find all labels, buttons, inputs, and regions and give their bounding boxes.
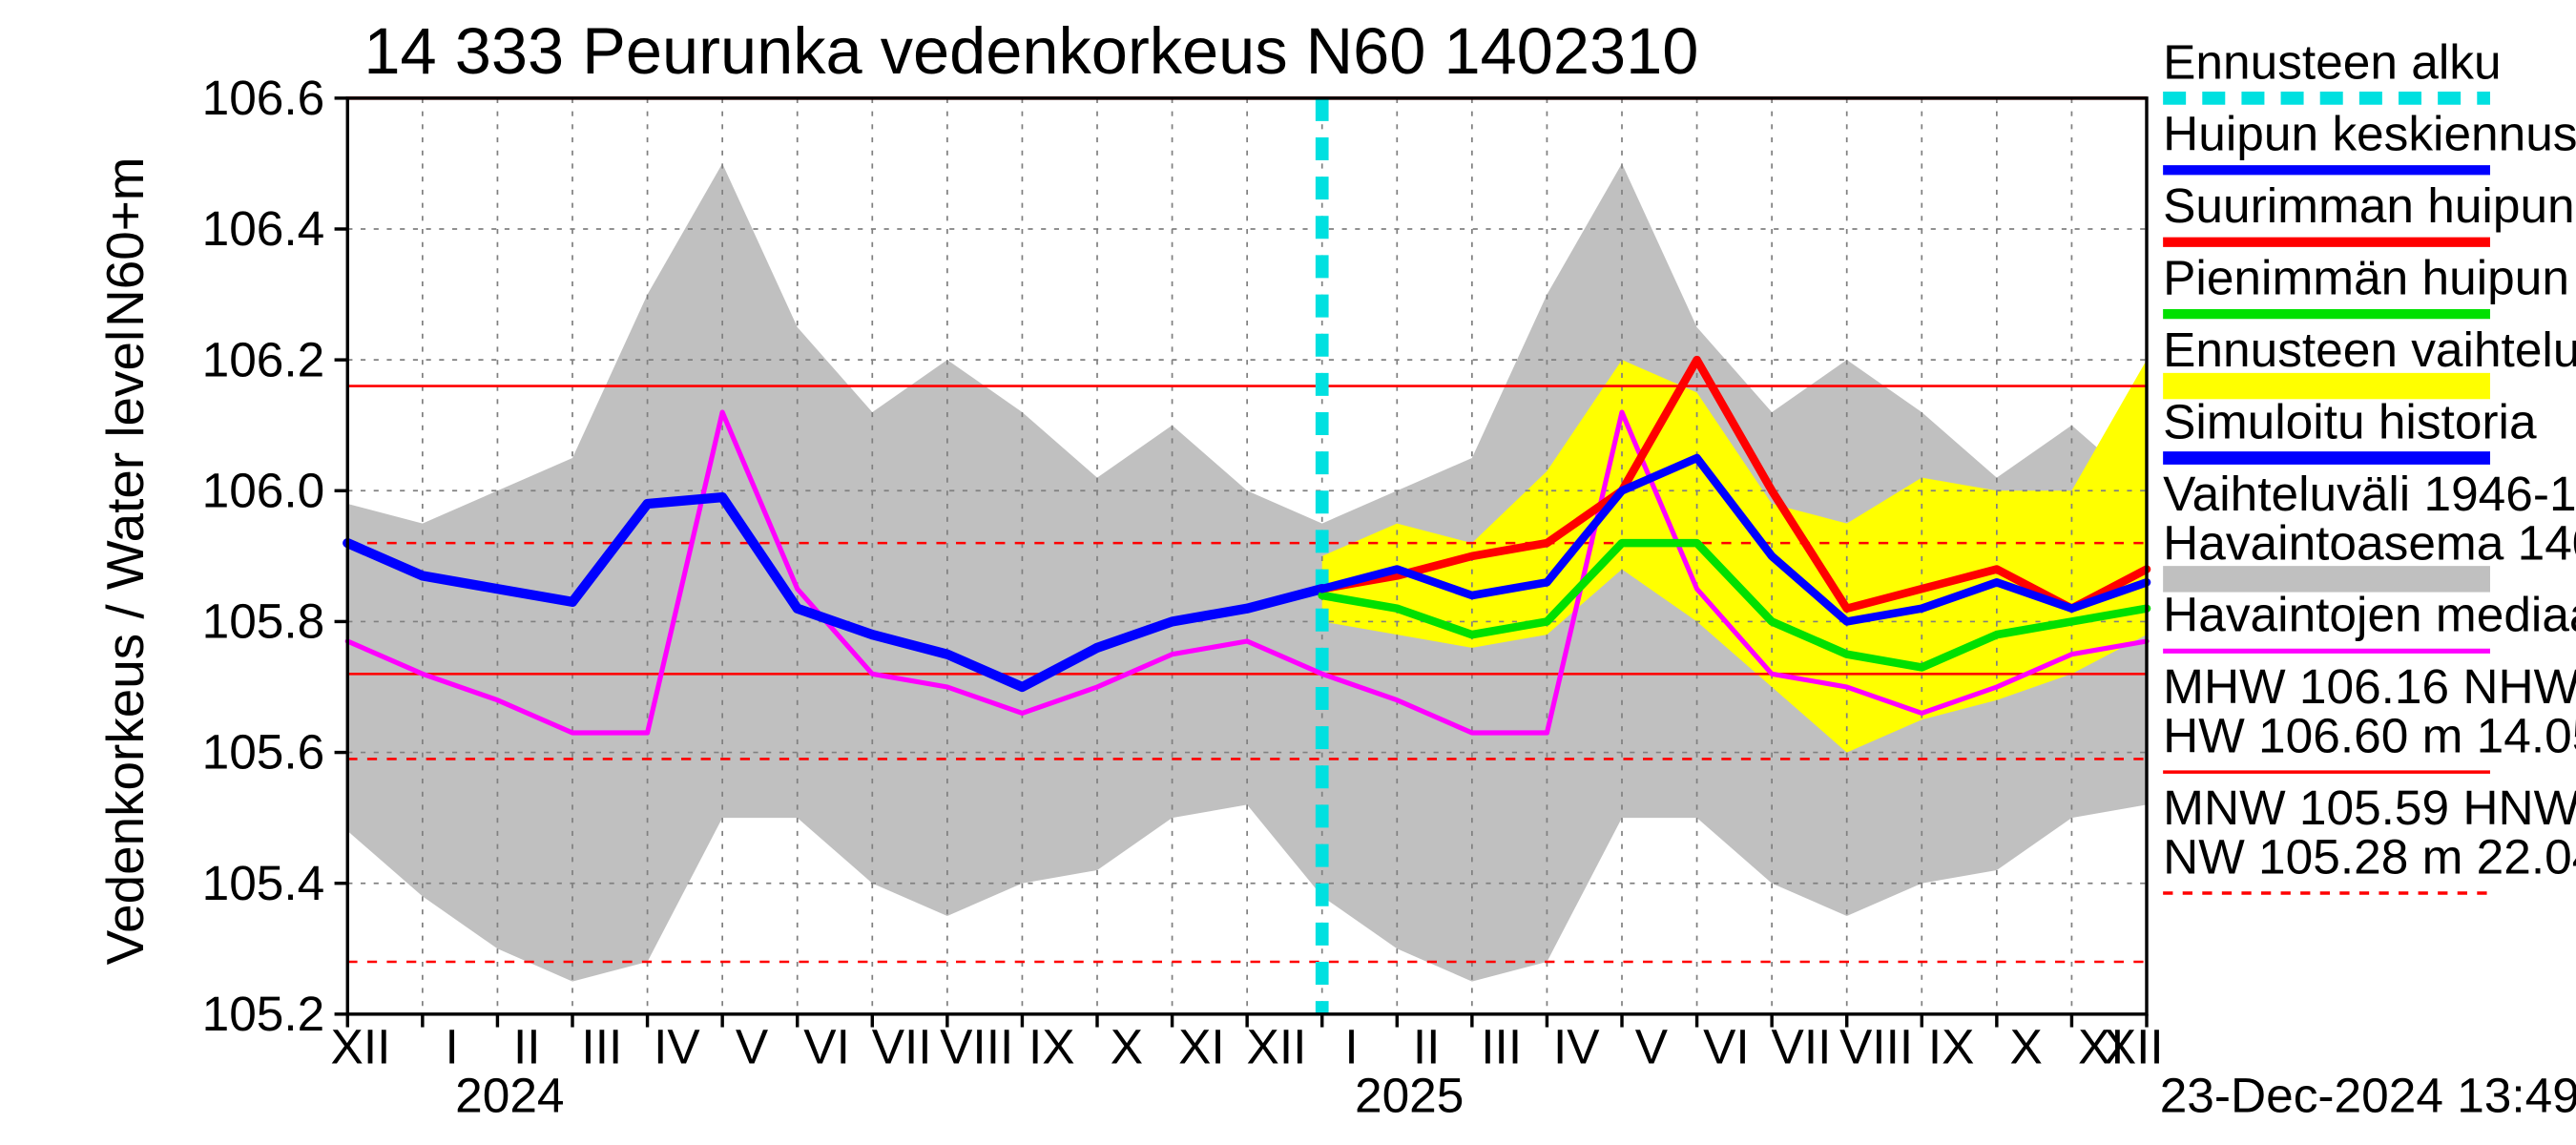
xtick-month: IX [1028,1018,1075,1073]
legend-label: HW 106.60 m 14.05.1988 [2163,708,2576,763]
xtick-month: V [1635,1018,1669,1073]
xtick-month: II [513,1018,541,1073]
xtick-month: VII [1772,1018,1832,1073]
ytick-label: 105.8 [202,593,325,649]
xtick-month: XII [1247,1018,1307,1073]
chart-footer: 23-Dec-2024 13:49 WSFS-O [2160,1068,2576,1123]
ytick-label: 105.2 [202,986,325,1041]
xtick-month: I [446,1018,459,1073]
ytick-label: 105.4 [202,855,325,910]
xtick-month: IX [1928,1018,1975,1073]
xtick-month: VIII [940,1018,1013,1073]
xtick-month: XII [331,1018,391,1073]
legend-label: Ennusteen vaihteluväli [2163,322,2576,377]
ytick-label: 106.6 [202,70,325,125]
xtick-month: I [1344,1018,1358,1073]
legend-label: Havaintojen mediaani [2163,587,2576,642]
xtick-month: VII [872,1018,932,1073]
xtick-month: IV [654,1018,700,1073]
xtick-month: X [1111,1018,1143,1073]
xtick-month: IV [1553,1018,1600,1073]
legend-label: Suurimman huipun ennuste [2163,177,2576,233]
y-axis-label-main: Vedenkorkeus / Water level [95,330,155,966]
xtick-month: VI [1703,1018,1750,1073]
legend-label: MNW 105.59 HNW 105.92 [2163,780,2576,835]
ytick-label: 106.2 [202,331,325,386]
xtick-month: VIII [1839,1018,1913,1073]
ytick-label: 105.6 [202,724,325,780]
legend-label: MHW 106.16 NHW 105.72 [2163,658,2576,714]
ytick-label: 106.0 [202,462,325,517]
y-axis-label-unit: N60+m [95,157,155,327]
xtick-month: III [1481,1018,1522,1073]
legend-label: Huipun keskiennuste [2163,106,2576,161]
xtick-month: VI [803,1018,850,1073]
xtick-month: XII [2104,1018,2164,1073]
xtick-year: 2025 [1355,1068,1464,1123]
xtick-month: III [581,1018,622,1073]
xtick-month: II [1413,1018,1441,1073]
legend-label: Simuloitu historia [2163,393,2537,448]
xtick-month: V [736,1018,769,1073]
chart-title: 14 333 Peurunka vedenkorkeus N60 1402310 [364,14,1698,88]
legend-label: Havaintoasema 1402310 [2163,514,2576,570]
legend-label: Pienimmän huipun ennuste [2163,250,2576,305]
chart-svg: 105.2 105.4 105.6 105.8 106.0 106.2 106.4 106.6… [0,0,2576,1145]
legend-label: Vaihteluväli 1946-1991 [2163,466,2576,521]
xtick-year: 2024 [455,1068,564,1123]
water-level-chart: 105.2 105.4 105.6 105.8 106.0 106.2 106.4 106.6… [0,0,2576,1145]
legend-label: Ennusteen alku [2163,33,2501,89]
xtick-month: X [2010,1018,2043,1073]
xtick-month: XI [1178,1018,1225,1073]
legend-label: NW 105.28 m 22.04.1979 [2163,828,2576,884]
ytick-label: 106.4 [202,200,325,256]
